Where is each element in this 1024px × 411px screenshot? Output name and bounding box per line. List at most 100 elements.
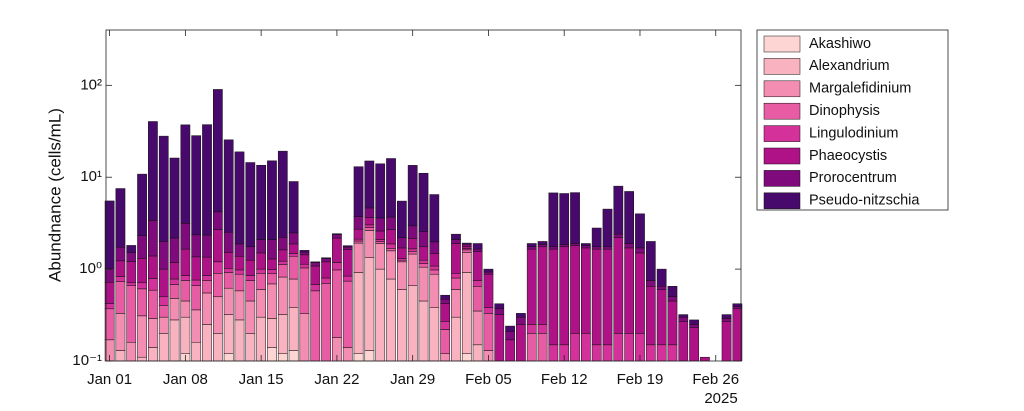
- bar-segment: [191, 309, 202, 343]
- bar-segment: [223, 272, 234, 289]
- bar-segment: [234, 243, 245, 257]
- bar-segment: [732, 303, 743, 307]
- bar-segment: [591, 248, 602, 346]
- bar-segment: [602, 248, 613, 346]
- bar-segment: [678, 314, 689, 318]
- bar-segment: [158, 268, 169, 298]
- x-year-label: 2025: [704, 390, 737, 407]
- bar-segment: [667, 344, 678, 362]
- bar-segment: [635, 252, 645, 334]
- bar-segment: [169, 237, 180, 263]
- bar-segment: [288, 278, 299, 308]
- bar-segment: [461, 272, 472, 354]
- bar-segment: [234, 256, 245, 271]
- bar-segment: [375, 243, 386, 270]
- bar-segment: [288, 232, 299, 245]
- bar-segment: [256, 273, 266, 290]
- x-tick-label: Feb 12: [541, 371, 588, 388]
- bar-segment: [234, 273, 245, 292]
- bar-segment: [386, 158, 396, 218]
- bar-segment: [234, 319, 245, 362]
- bar-segment: [288, 256, 299, 280]
- bar-segment: [407, 225, 418, 239]
- x-tick-label: Jan 15: [239, 371, 284, 388]
- bar-segment: [397, 289, 407, 362]
- bar-segment: [375, 239, 386, 242]
- bar-segment: [234, 290, 245, 321]
- bar-segment: [461, 243, 472, 247]
- bar-segment: [310, 262, 321, 267]
- bar-segment: [591, 344, 602, 362]
- bar-segment: [645, 241, 656, 281]
- bar-segment: [461, 249, 472, 253]
- x-tick-label: Feb 19: [617, 371, 664, 388]
- bar-segment: [277, 237, 288, 251]
- bar-segment: [148, 318, 158, 348]
- x-tick-label: Jan 08: [163, 371, 208, 388]
- bar-segment: [451, 239, 461, 244]
- bar-segment: [656, 268, 667, 287]
- legend-label: Dinophysis: [809, 103, 880, 119]
- bar-segment: [245, 275, 256, 281]
- bar-segment: [678, 316, 689, 322]
- bar-segment: [364, 160, 375, 209]
- bar-segment: [353, 238, 364, 242]
- bar-segment: [526, 243, 537, 248]
- legend-swatch: [763, 58, 801, 75]
- legend-label: Akashiwo: [809, 36, 871, 52]
- bar-segment: [407, 238, 418, 250]
- bar-segment: [494, 303, 505, 310]
- bar-segment: [700, 356, 710, 362]
- bar-segment: [721, 314, 732, 319]
- bar-segment: [148, 255, 158, 279]
- bar-segment: [180, 124, 191, 224]
- bar-segment: [591, 246, 602, 250]
- bar-segment: [656, 286, 667, 290]
- bar-segment: [667, 300, 678, 346]
- bar-segment: [483, 268, 494, 273]
- bar-segment: [645, 286, 656, 346]
- y-tick-label: 10⁻¹: [72, 352, 102, 369]
- bar-segment: [202, 280, 212, 294]
- bar-segment: [440, 353, 450, 362]
- bar-segment: [115, 260, 126, 277]
- bar-segment: [613, 333, 624, 362]
- bar-segment: [505, 339, 515, 362]
- bar-segment: [332, 237, 342, 263]
- bar-segment: [148, 220, 158, 257]
- bar-segment: [689, 327, 699, 362]
- y-tick-label: 10²: [80, 76, 102, 93]
- legend-label: Margalefidinium: [809, 81, 911, 97]
- bar-segment: [180, 280, 191, 302]
- bar-segment: [667, 296, 678, 302]
- bar-segment: [126, 252, 137, 262]
- bar-segment: [353, 272, 364, 354]
- bar-segment: [537, 244, 548, 248]
- bar-segment: [223, 287, 234, 315]
- bar-segment: [397, 261, 407, 290]
- bar-segment: [461, 242, 472, 245]
- bar-segment: [158, 316, 169, 334]
- bar-segment: [602, 208, 613, 248]
- bar-segment: [202, 124, 212, 236]
- bar-segment: [267, 269, 277, 275]
- bar-segment: [234, 151, 245, 245]
- y-tick-label: 10¹: [80, 168, 102, 185]
- bar-segment: [137, 173, 147, 236]
- bar-segment: [386, 250, 396, 280]
- bar-segment: [656, 344, 667, 362]
- bar-segment: [613, 185, 624, 235]
- bar-segment: [321, 277, 331, 284]
- x-tick-label: Jan 22: [314, 371, 359, 388]
- bar-segment: [429, 265, 440, 271]
- bar-segment: [570, 245, 580, 334]
- bar-segment: [559, 193, 570, 245]
- bar-segment: [516, 324, 526, 362]
- bar-segment: [375, 217, 386, 232]
- bar-segment: [440, 329, 450, 354]
- bar-segment: [212, 229, 223, 263]
- bar-segment: [180, 300, 191, 318]
- bar-segment: [505, 331, 515, 341]
- bar-segment: [440, 298, 450, 304]
- bar-segment: [169, 319, 180, 362]
